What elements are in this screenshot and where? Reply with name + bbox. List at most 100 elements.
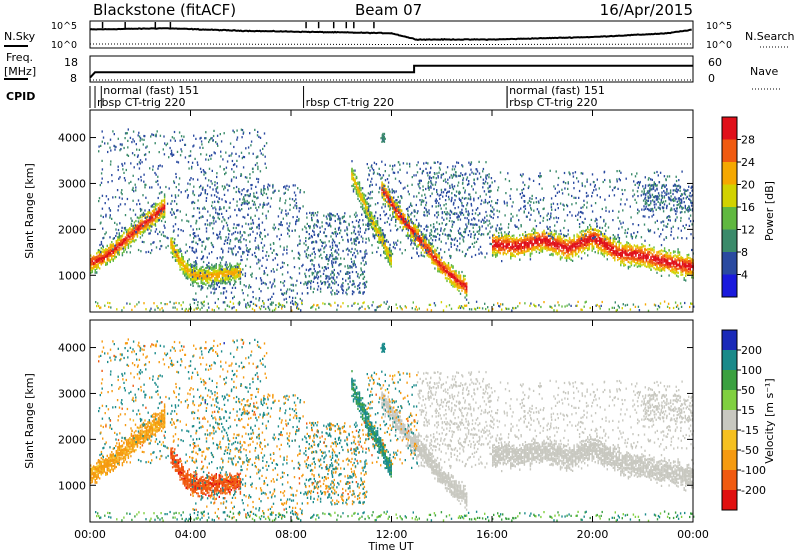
power-cell	[395, 210, 396, 212]
power-cell	[570, 241, 571, 243]
power-cell	[179, 266, 180, 268]
power-cell	[353, 188, 354, 190]
nave-tick-bottom: 0	[708, 72, 715, 85]
power-cell	[613, 251, 614, 253]
power-cell	[391, 259, 392, 261]
power-cell	[634, 251, 635, 253]
power-cell	[217, 275, 218, 277]
power-cell	[533, 243, 534, 245]
power-cell	[507, 237, 508, 239]
power-cell	[629, 254, 630, 256]
power-cell	[644, 261, 645, 263]
power-cell	[500, 247, 501, 249]
power-cell	[123, 239, 124, 241]
power-cell	[126, 237, 127, 239]
power-cell	[589, 239, 590, 241]
power-cell	[546, 240, 547, 242]
power-cell	[495, 249, 496, 251]
power-cell	[366, 216, 367, 218]
power-cell	[125, 244, 126, 246]
power-cell	[186, 263, 187, 265]
power-cell	[534, 240, 535, 242]
power-cell	[228, 270, 229, 272]
power-cell	[356, 186, 357, 188]
power-cell	[141, 227, 142, 229]
power-cell	[684, 269, 685, 271]
power-cell	[670, 252, 671, 254]
power-cell	[593, 234, 594, 236]
power-cell	[463, 277, 464, 279]
power-cell	[518, 240, 519, 242]
noise-left-label: N.Sky	[4, 30, 36, 43]
power-cell	[587, 254, 588, 256]
power-cell	[510, 256, 511, 258]
power-cell	[579, 238, 580, 240]
power-cell	[445, 270, 446, 272]
power-cell	[512, 252, 513, 254]
power-cell	[407, 232, 408, 234]
power-cell	[170, 238, 171, 240]
power-cell	[240, 263, 241, 265]
power-cell	[619, 243, 620, 245]
power-cell	[464, 283, 465, 285]
power-cell	[443, 270, 444, 272]
power-cell	[584, 244, 585, 246]
power-cell	[436, 249, 437, 251]
power-cell	[516, 241, 517, 243]
power-cell	[388, 257, 389, 259]
power-cell	[537, 246, 538, 248]
power-cell	[146, 223, 147, 225]
power-cell	[457, 275, 458, 277]
power-cell	[143, 232, 144, 234]
power-cell	[186, 277, 187, 279]
power-cell	[111, 246, 112, 248]
power-cell	[602, 250, 603, 252]
power-cell	[494, 251, 495, 253]
power-cell	[629, 252, 630, 254]
power-cell	[184, 266, 185, 268]
power-cell	[418, 233, 419, 235]
power-cell	[595, 242, 596, 244]
power-cell	[464, 278, 465, 280]
power-cell	[113, 255, 114, 257]
power-cell	[563, 252, 564, 254]
power-cell	[605, 230, 606, 232]
power-cell	[587, 243, 588, 245]
power-cell	[671, 258, 672, 260]
beam-title: Beam 07	[355, 1, 422, 19]
power-cell	[211, 275, 212, 277]
power-cell	[385, 250, 386, 252]
power-cell	[149, 228, 150, 230]
power-cell	[363, 207, 364, 209]
power-cell	[518, 246, 519, 248]
power-cell	[601, 249, 602, 251]
power-cell	[184, 270, 185, 272]
power-cell	[676, 261, 677, 263]
power-cell	[181, 255, 182, 257]
power-cell	[434, 267, 435, 269]
power-cell	[522, 234, 523, 236]
power-cell	[110, 250, 111, 252]
power-cell	[228, 281, 229, 283]
power-cell	[179, 263, 180, 265]
power-cell	[443, 261, 444, 263]
power-cell	[558, 253, 559, 255]
power-cell	[528, 236, 529, 238]
power-cell	[626, 250, 627, 252]
power-cell	[540, 246, 541, 248]
power-cell	[635, 246, 636, 248]
power-cell	[368, 221, 369, 223]
power-cell	[649, 259, 650, 261]
power-cell	[539, 252, 540, 254]
power-cell	[220, 272, 221, 274]
power-cell	[515, 251, 516, 253]
power-cell	[516, 237, 517, 239]
power-cell	[416, 226, 417, 228]
power-cell	[557, 240, 558, 242]
power-cell	[581, 234, 582, 236]
power-cell	[513, 246, 514, 248]
power-cell	[464, 285, 465, 287]
power-cell	[225, 271, 226, 273]
power-cell	[637, 245, 638, 247]
power-cell	[208, 262, 209, 264]
